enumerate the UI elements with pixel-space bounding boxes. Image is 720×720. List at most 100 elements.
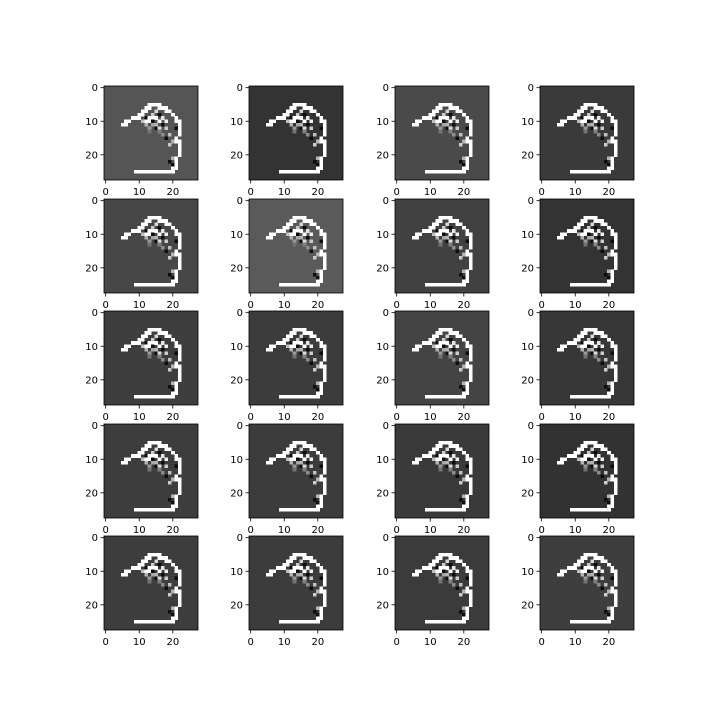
image-pixel (164, 169, 169, 174)
image-pixel (583, 341, 588, 345)
image-pixel (415, 344, 419, 349)
image-pixel (580, 331, 584, 335)
image-pixel (587, 347, 591, 352)
image-pixel (468, 351, 473, 355)
image-pixel (593, 225, 598, 230)
image-pixel (157, 344, 162, 349)
image-pixel (587, 215, 591, 220)
image-pixel (583, 219, 588, 223)
image-pixel (154, 507, 159, 512)
image-pixel (425, 229, 429, 233)
image-pixel (319, 249, 324, 254)
image-pixel (147, 569, 152, 574)
image-pixel (302, 354, 307, 359)
image-pixel (462, 276, 466, 280)
image-pixel (580, 347, 584, 352)
image-pixel (319, 139, 324, 144)
image-pixel (282, 566, 287, 570)
image-pixel (607, 276, 611, 280)
image-pixel (289, 507, 293, 512)
image-pixel (425, 282, 429, 287)
image-pixel (435, 347, 439, 352)
image-pixel (465, 497, 470, 502)
image-pixel (610, 229, 615, 233)
image-pixel (600, 136, 605, 141)
image-pixel (448, 354, 453, 359)
image-pixel (560, 232, 564, 237)
image-pixel (556, 460, 561, 465)
image-pixel (468, 256, 473, 260)
image-pixel (164, 136, 169, 141)
image-pixel (556, 235, 561, 240)
axes-frame (394, 423, 490, 519)
axes-frame (103, 85, 199, 181)
image-pixel (445, 282, 450, 287)
image-pixel (154, 126, 159, 130)
x-tick-label: 20 (166, 300, 179, 311)
image-pixel (418, 232, 423, 237)
image-pixel (580, 334, 584, 339)
image-pixel (319, 616, 324, 621)
image-pixel (319, 279, 324, 284)
image-pixel (590, 559, 595, 564)
image-pixel (147, 457, 152, 462)
image-pixel (425, 507, 429, 512)
image-pixel (435, 169, 439, 174)
image-pixel (316, 494, 320, 499)
image-pixel (590, 552, 595, 557)
image-pixel (309, 444, 314, 448)
image-pixel (296, 566, 300, 570)
image-pixel (167, 593, 172, 597)
image-pixel (151, 572, 155, 577)
image-pixel (147, 467, 152, 472)
image-pixel (289, 235, 293, 240)
image-pixel (593, 232, 598, 237)
image-pixel (144, 444, 148, 448)
image-pixels (265, 440, 327, 512)
image-pixel (597, 454, 601, 458)
image-pixel (177, 593, 182, 597)
image-pixel (465, 163, 470, 167)
image-pixel (157, 444, 162, 448)
image-pixel (292, 552, 297, 557)
image-pixel (448, 344, 453, 349)
image-pixel (590, 126, 595, 130)
image-pixel (296, 169, 300, 174)
image-pixel (167, 481, 172, 485)
image-pixel (613, 146, 618, 151)
image-pixel (157, 219, 162, 223)
image-pixel (322, 259, 327, 264)
image-pixel (289, 122, 293, 127)
image-pixels (265, 327, 327, 399)
image-pixel (468, 122, 473, 127)
axes-frame (539, 535, 635, 631)
image-pixel (177, 122, 182, 127)
image-pixel (435, 619, 439, 624)
image-pixel (137, 112, 142, 117)
image-pixel (285, 337, 290, 342)
image-pixel (580, 229, 584, 233)
image-pixel (147, 507, 152, 512)
image-pixel (134, 619, 138, 624)
image-pixel (292, 454, 297, 458)
image-pixel (171, 613, 175, 617)
image-pixel (415, 460, 419, 465)
image-pixel (448, 219, 453, 223)
x-tick-label: 10 (424, 637, 437, 648)
image-pixel (610, 454, 615, 458)
image-pixel (468, 460, 473, 465)
image-pixel (157, 106, 162, 110)
image-pixel (167, 334, 172, 339)
image-pixel (161, 347, 165, 352)
image-pixel (576, 394, 581, 399)
image-pixel (161, 572, 165, 577)
image-pixel (583, 119, 588, 124)
image-pixel (560, 344, 564, 349)
image-pixel (462, 391, 466, 396)
image-pixel (610, 272, 615, 277)
image-pixel (465, 159, 470, 164)
image-pixel (468, 481, 473, 485)
image-pixel (319, 239, 324, 243)
image-pixel (438, 576, 443, 580)
image-pixel (613, 481, 618, 485)
